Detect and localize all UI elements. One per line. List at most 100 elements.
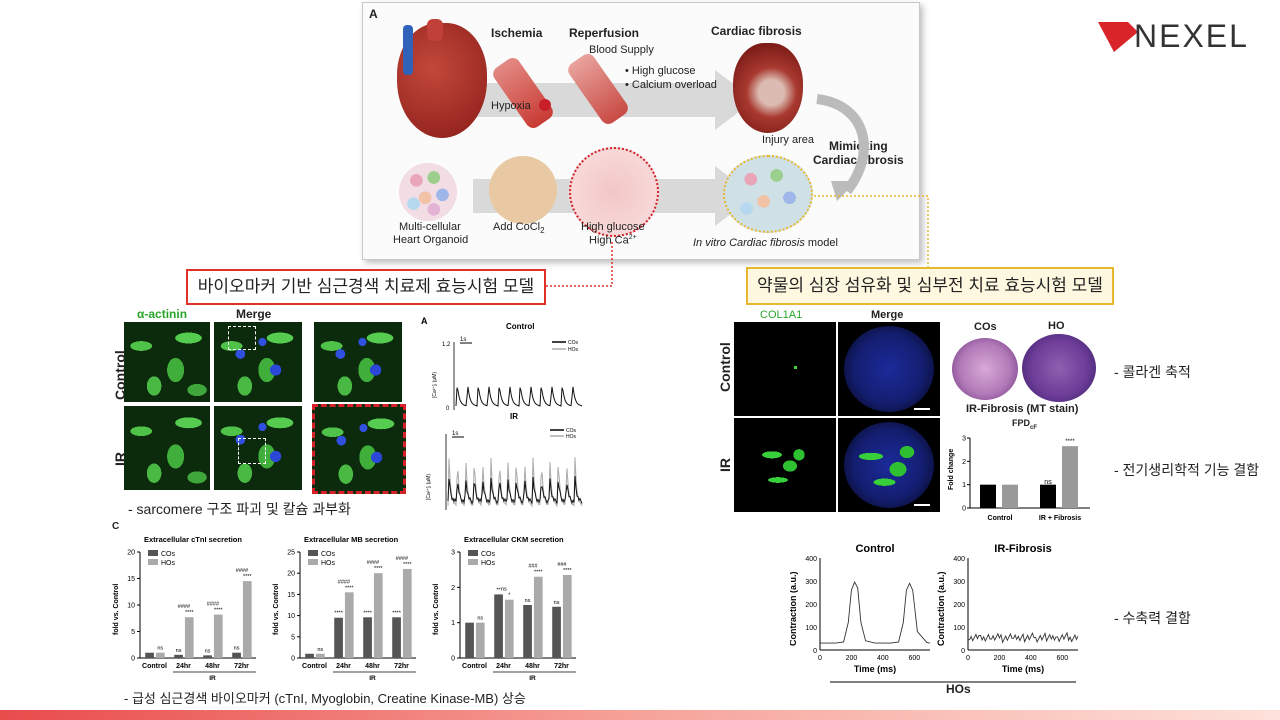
bar-chart-ytick-label: 0 bbox=[451, 656, 455, 663]
actinin-ir-image bbox=[124, 406, 210, 490]
mt-stain-cos-image bbox=[952, 338, 1018, 400]
contraction-ytick-label: 200 bbox=[953, 602, 965, 609]
bar-panel-letter: C bbox=[112, 521, 120, 532]
contraction-ytick-label: 400 bbox=[953, 556, 965, 563]
bar-annotation: **** bbox=[214, 608, 223, 614]
actinin-control-image bbox=[124, 322, 210, 402]
bar-chart-ylabel: fold vs. Control bbox=[113, 584, 120, 635]
bar-annotation-cos: ns bbox=[176, 648, 182, 654]
col-col1a1-label: COL1A1 bbox=[760, 309, 803, 321]
bar-annotation-top: ### bbox=[557, 562, 567, 568]
bar-chart-ytick-label: 10 bbox=[127, 603, 135, 610]
stain-title: IR-Fibrosis (MT stain) bbox=[966, 403, 1079, 415]
hos-caption: HOs bbox=[946, 682, 971, 696]
bar-hos bbox=[184, 617, 194, 658]
caption-biomarkers: - 급성 심근경색 바이오마커 (cTnI, Myoglobin, Creati… bbox=[124, 691, 526, 706]
bar-chart-title: Extracellular cTnI secretion bbox=[144, 535, 242, 544]
contraction-ylabel: Contraction (a.u.) bbox=[790, 572, 798, 647]
bar-hos bbox=[242, 581, 252, 658]
contraction-ytick-label: 0 bbox=[813, 648, 817, 655]
bar-chart-ytick-label: 0 bbox=[291, 656, 295, 663]
nexel-logo-text: NEXEL bbox=[1134, 18, 1249, 54]
bar-chart-ytick-label: 15 bbox=[127, 576, 135, 583]
bar-hos bbox=[373, 573, 383, 658]
bar-chart-1: Extracellular MB secretion fold vs. Contr… bbox=[273, 535, 416, 682]
legend-swatch-hos bbox=[148, 559, 158, 565]
panel-letter-a: A bbox=[369, 7, 378, 21]
bar-annotation-cos: ns bbox=[234, 646, 240, 652]
footer-gradient-bar bbox=[0, 710, 1280, 720]
cocl2-label: Add CoCl2 bbox=[493, 221, 545, 236]
calcium-scale-top: 1s bbox=[460, 337, 466, 343]
calcium-ylabel-bottom: [Ca²⁺]ᵢ (μM) bbox=[426, 474, 432, 500]
fpd-bar-hos bbox=[1002, 484, 1018, 508]
fpd-category-label: IR + Fibrosis bbox=[1039, 515, 1081, 522]
bar-cos bbox=[145, 652, 154, 658]
fpd-ylabel: Fold change bbox=[948, 449, 955, 490]
hypoxia-clot bbox=[539, 99, 551, 111]
bar-cos bbox=[392, 617, 401, 658]
curved-return-arrow bbox=[816, 94, 869, 201]
caption-sarcomere: - sarcomere 구조 파괴 및 칼슘 과부화 bbox=[128, 501, 351, 517]
bar-annotation-top: ### bbox=[528, 564, 538, 570]
stain-cos-label: COs bbox=[974, 321, 997, 333]
bar-annotation-cos: **** bbox=[392, 610, 401, 616]
fpd-ytick-label: 0 bbox=[962, 506, 966, 513]
bar-chart-ytick-label: 20 bbox=[127, 550, 135, 557]
bar-category-label: Control bbox=[302, 663, 327, 670]
contraction-charts: Control Contraction (a.u.) 0 100 200 300 400 0 2… bbox=[790, 543, 1079, 683]
bar-cos bbox=[334, 617, 343, 658]
contraction-chart-0: Control Contraction (a.u.) 0 100 200 300 400 0 2… bbox=[790, 543, 931, 674]
legend-swatch-cos bbox=[468, 550, 478, 556]
calcium-ir-trace-hos bbox=[447, 457, 583, 508]
legend-swatch-hos bbox=[468, 559, 478, 565]
fibrotic-heart-illustration bbox=[733, 43, 803, 133]
calcium-legend-cos-bottom: COs bbox=[566, 428, 577, 434]
bullet-calcium: • Calcium overload bbox=[625, 79, 717, 91]
bar-category-label: 24hr bbox=[336, 663, 351, 670]
fpd-ytick-label: 2 bbox=[962, 459, 966, 466]
bar-category-label: 24hr bbox=[176, 663, 191, 670]
calcium-ir-trace-cos bbox=[447, 475, 583, 505]
bar-chart-title: Extracellular MB secretion bbox=[304, 535, 399, 544]
bar-chart-ytick-label: 2 bbox=[451, 585, 455, 592]
bar-chart-ytick-label: 20 bbox=[287, 571, 295, 578]
bar-chart-ytick-label: 3 bbox=[451, 550, 455, 557]
fibrosis-model-organoid bbox=[723, 155, 813, 233]
legend-swatch-cos bbox=[308, 550, 318, 556]
biomarker-bar-charts: Extracellular cTnI secretion fold vs. Con… bbox=[113, 535, 576, 682]
bar-annotation: ns bbox=[317, 647, 323, 653]
contraction-trace bbox=[820, 581, 931, 644]
bar-annotation-top: #### bbox=[396, 556, 409, 562]
bar-hos bbox=[155, 652, 165, 658]
stain-ho-label: HO bbox=[1048, 320, 1065, 332]
calcium-ytick-low: 0 bbox=[446, 406, 450, 412]
bar-hos bbox=[475, 622, 485, 658]
injury-area-label: Injury area bbox=[762, 134, 814, 146]
contraction-xtick-label: 600 bbox=[908, 655, 920, 662]
legend-label-hos: HOs bbox=[481, 560, 496, 567]
merge-ir-right-image bbox=[838, 418, 940, 512]
bar-hos bbox=[562, 574, 572, 658]
bar-category-label: 72hr bbox=[234, 663, 249, 670]
fpd-annotation-ns: ns bbox=[1044, 479, 1052, 486]
bar-cos bbox=[363, 617, 372, 658]
col1a1-control-image bbox=[734, 322, 836, 416]
organoid-label-1: Multi-cellular bbox=[399, 221, 461, 233]
bar-chart-ytick-label: 5 bbox=[131, 629, 135, 636]
contraction-xtick-label: 0 bbox=[818, 655, 822, 662]
bar-annotation-cos: **** bbox=[363, 610, 372, 616]
zoom-ir-image bbox=[312, 404, 406, 494]
ir-group-label: IR bbox=[209, 675, 216, 682]
bar-cos bbox=[465, 622, 474, 658]
bar-cos bbox=[552, 606, 561, 658]
bar-cos bbox=[174, 654, 183, 658]
bar-cos bbox=[305, 653, 314, 658]
contraction-ylabel: Contraction (a.u.) bbox=[936, 572, 946, 647]
heart-vessel bbox=[403, 25, 413, 75]
calcium-legend-hos-top: HOs bbox=[568, 347, 579, 353]
bar-annotation-top: #### bbox=[338, 579, 351, 585]
col1a1-ir-image bbox=[734, 418, 836, 512]
fpd-bar-cos bbox=[980, 484, 996, 508]
col-merge-right-label: Merge bbox=[871, 309, 904, 321]
